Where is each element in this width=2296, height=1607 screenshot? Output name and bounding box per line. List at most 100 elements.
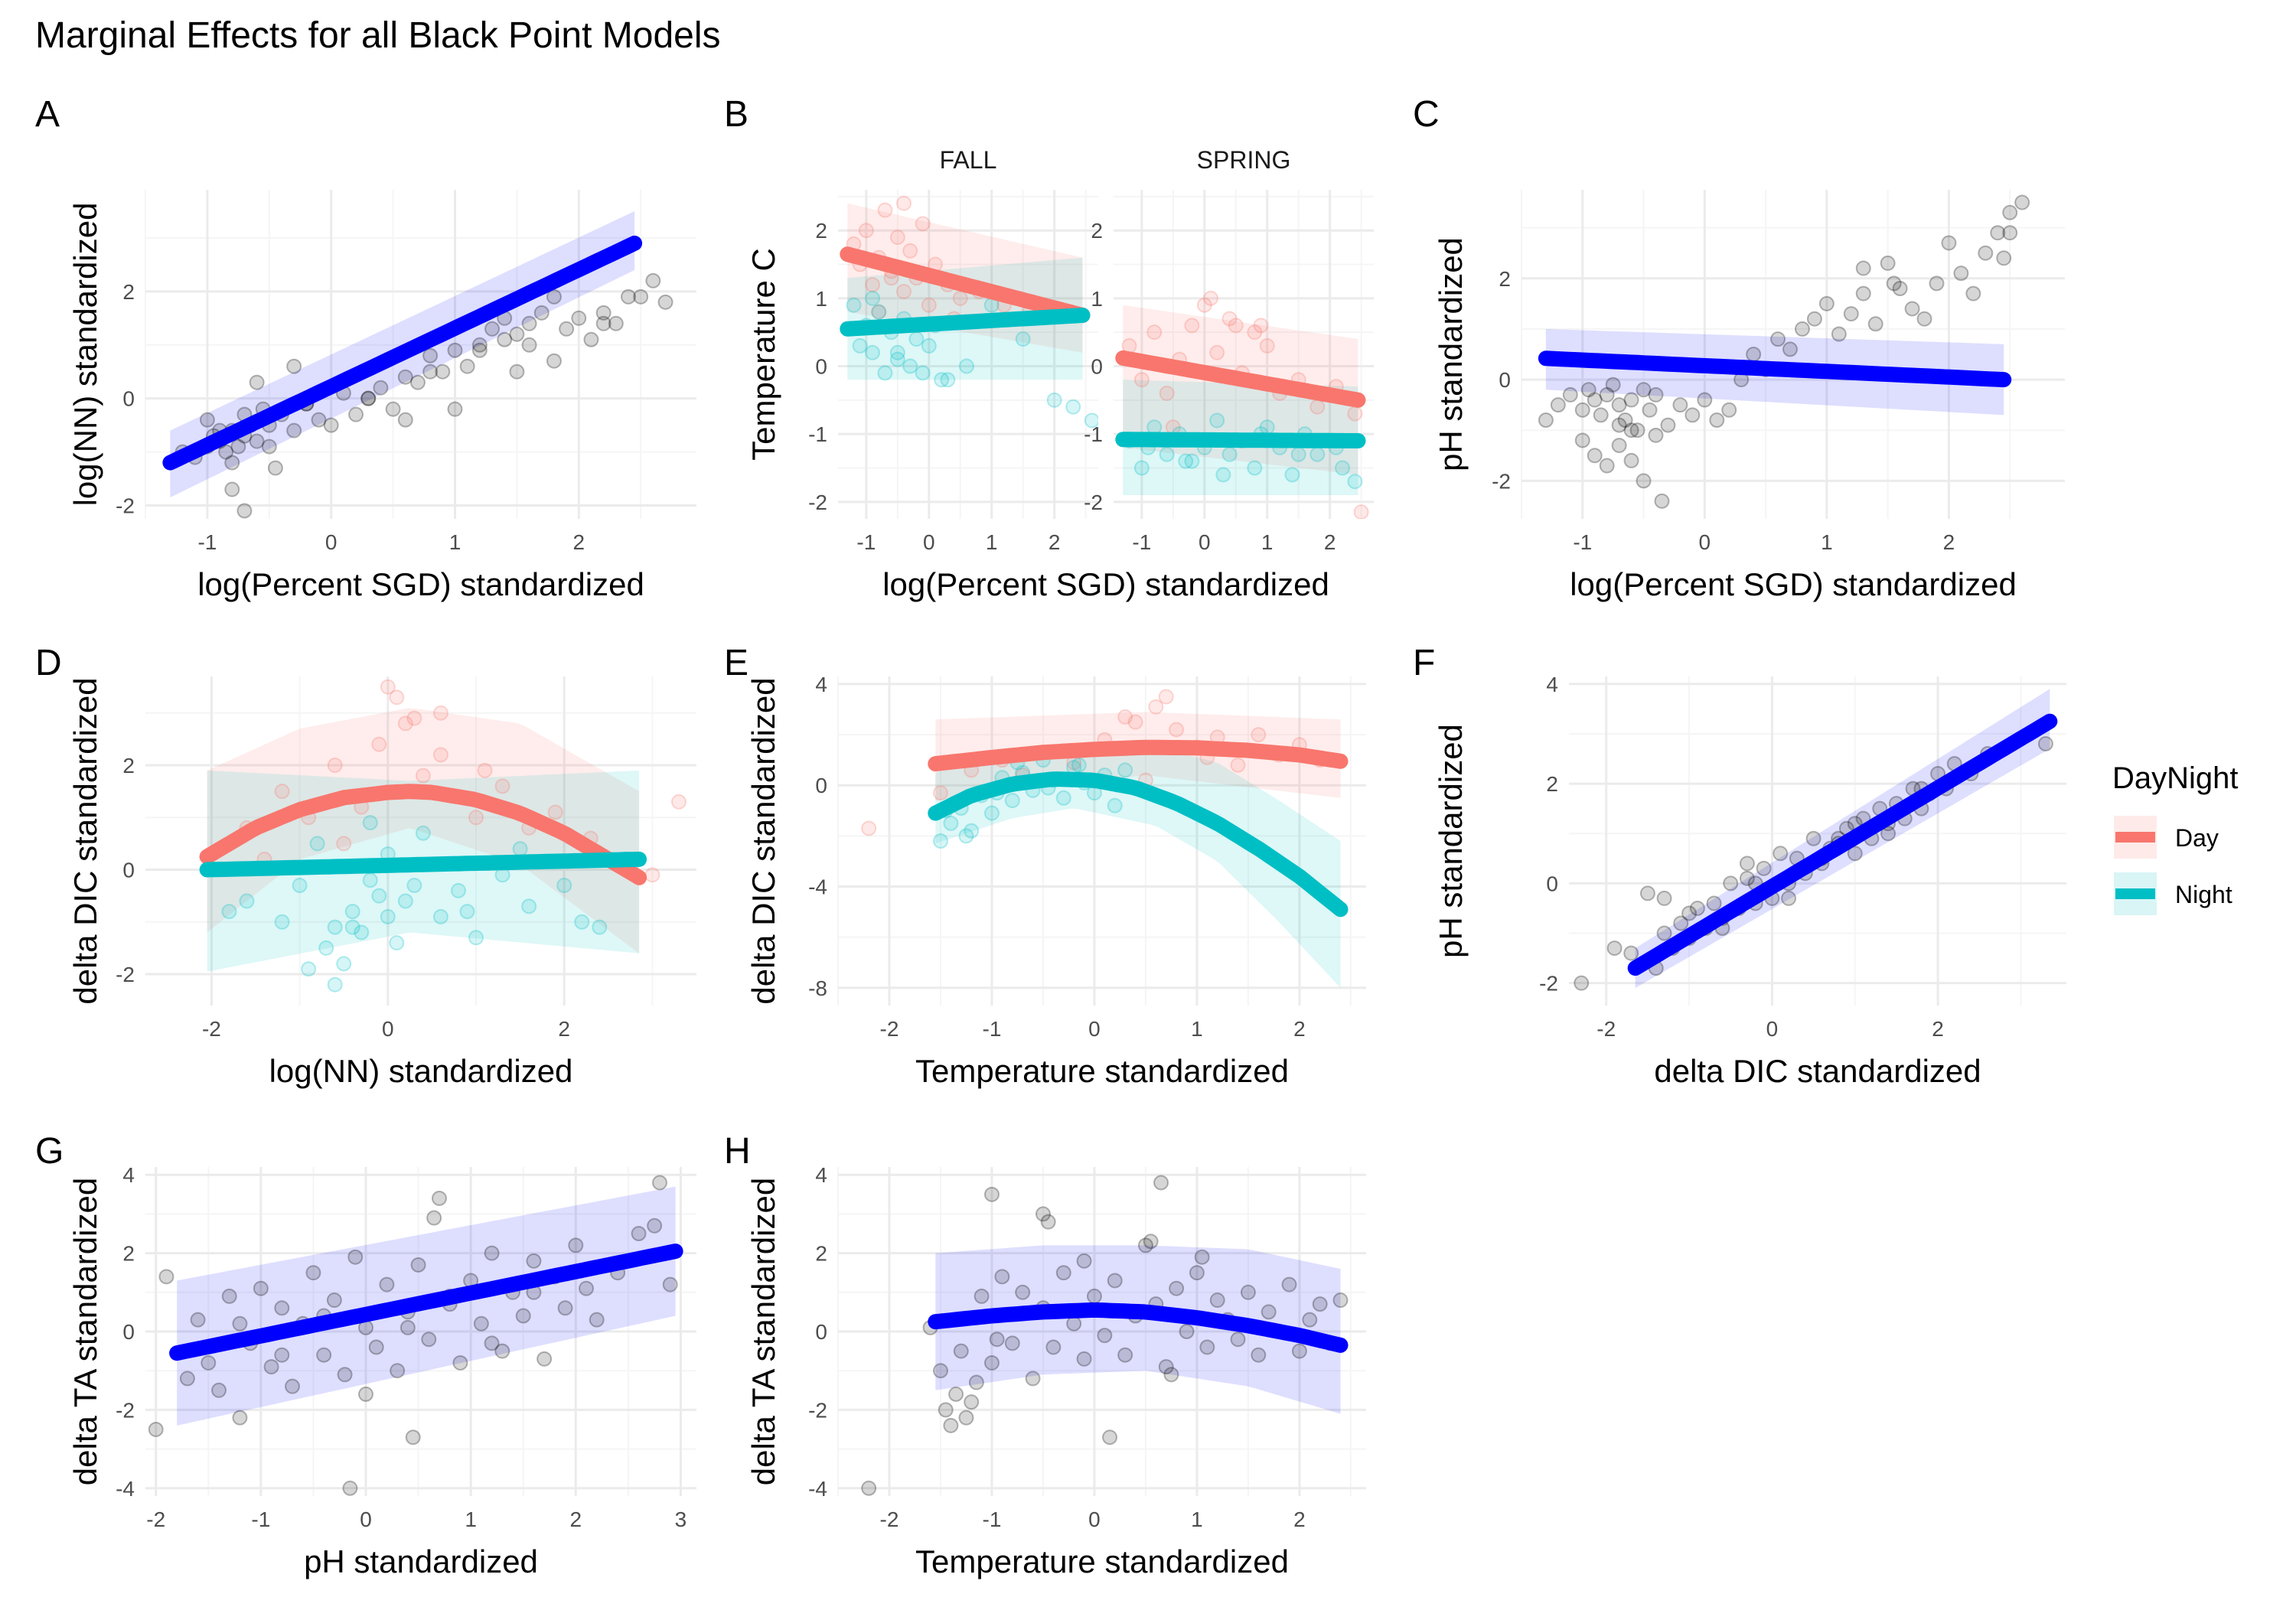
data-point [953, 1343, 969, 1359]
data-point [589, 1312, 605, 1328]
fit-line-1 [199, 851, 647, 878]
data-point [435, 363, 451, 380]
x-axis-title: Temperature standardized [915, 1543, 1289, 1579]
data-point [1574, 432, 1590, 448]
data-point [1639, 885, 1655, 901]
plot-area [1538, 194, 2030, 509]
data-point [1550, 397, 1566, 413]
data-point [1574, 975, 1590, 991]
data-point [292, 878, 308, 894]
data-point [452, 1354, 468, 1371]
data-point [1672, 397, 1688, 413]
x-tick-label: 0 [382, 1017, 394, 1041]
data-point [1953, 266, 1969, 282]
data-point [327, 976, 343, 993]
data-point [877, 365, 893, 381]
data-point [1916, 311, 1932, 327]
data-point [1209, 412, 1225, 429]
data-point [509, 326, 525, 342]
data-point [958, 828, 974, 844]
data-point [983, 805, 1000, 821]
data-point [380, 679, 396, 695]
tick-labels: -2 -1 0 1 2 -8 -4 0 4 [808, 673, 1306, 1041]
data-point [421, 1332, 437, 1348]
data-point [1102, 1429, 1118, 1446]
data-point [494, 1343, 510, 1359]
y-tick-label: 4 [122, 1163, 135, 1187]
data-point [1654, 493, 1670, 509]
data-point [1209, 1292, 1225, 1309]
data-point [354, 924, 370, 940]
data-point [1623, 945, 1639, 961]
x-tick-label: 2 [1293, 1017, 1306, 1041]
y-axis-title: Temperature C [745, 248, 781, 461]
x-tick-label: -1 [251, 1508, 270, 1531]
data-point [958, 1410, 974, 1426]
data-point [983, 1186, 1000, 1202]
data-point [1623, 452, 1639, 468]
data-point [179, 1371, 195, 1387]
data-point [652, 1175, 667, 1191]
y-tick-label: 0 [815, 1320, 827, 1344]
tick-labels: -1 0 1 2 -2 -1 0 1 2 [1084, 219, 1336, 554]
data-point [1574, 402, 1590, 418]
x-tick-label: 1 [1821, 530, 1833, 554]
data-point [274, 1347, 290, 1363]
grid [837, 1167, 1366, 1496]
y-axis-title: log(NN) standardized [67, 203, 103, 507]
data-point [471, 337, 488, 353]
data-point [1843, 306, 1859, 322]
data-point [1199, 1339, 1215, 1355]
data-point [974, 1288, 990, 1304]
fit-line-0 [928, 1302, 1349, 1353]
data-point [477, 762, 493, 778]
data-point [1867, 316, 1883, 332]
data-point [1599, 458, 1615, 474]
data-point [846, 297, 862, 313]
data-point [1127, 714, 1143, 730]
data-point [536, 1351, 553, 1367]
data-point [397, 715, 413, 732]
data-point [286, 358, 302, 374]
data-point [415, 825, 431, 841]
data-point [148, 1421, 164, 1437]
data-point [1045, 1339, 1062, 1355]
data-point [574, 914, 590, 930]
data-point [1347, 474, 1363, 490]
x-tick-label: 0 [1088, 1508, 1101, 1531]
y-tick-label: 0 [122, 387, 135, 411]
data-point [515, 1308, 531, 1324]
y-tick-label: -1 [1084, 422, 1103, 446]
data-point [608, 315, 624, 331]
legend-label-night: Night [2175, 881, 2232, 908]
x-tick-label: 1 [465, 1508, 477, 1531]
data-point [568, 1237, 584, 1253]
plot-area [1574, 689, 2058, 991]
data-point [344, 919, 360, 935]
data-point [1739, 870, 1755, 886]
data-point [1617, 412, 1633, 428]
data-point [521, 898, 537, 914]
data-point [1587, 392, 1603, 408]
data-point [1055, 790, 1071, 806]
data-point [1259, 337, 1275, 354]
x-tick-label: -2 [1596, 1017, 1616, 1041]
data-point [211, 1382, 227, 1398]
data-point [2014, 194, 2030, 210]
data-point [471, 342, 488, 358]
data-point [1709, 412, 1725, 428]
data-point [1636, 473, 1652, 489]
data-point [865, 290, 881, 306]
data-point [1097, 429, 1098, 438]
data-point [1004, 1335, 1020, 1351]
data-point [1025, 1371, 1041, 1387]
data-point [1035, 1206, 1051, 1222]
data-point [1247, 460, 1263, 476]
data-point [2002, 225, 2018, 241]
x-axis-title: log(NN) standardized [269, 1053, 573, 1089]
x-axis-title: Temperature standardized [915, 1053, 1289, 1089]
data-point [484, 1335, 500, 1351]
data-point [1179, 1324, 1195, 1339]
